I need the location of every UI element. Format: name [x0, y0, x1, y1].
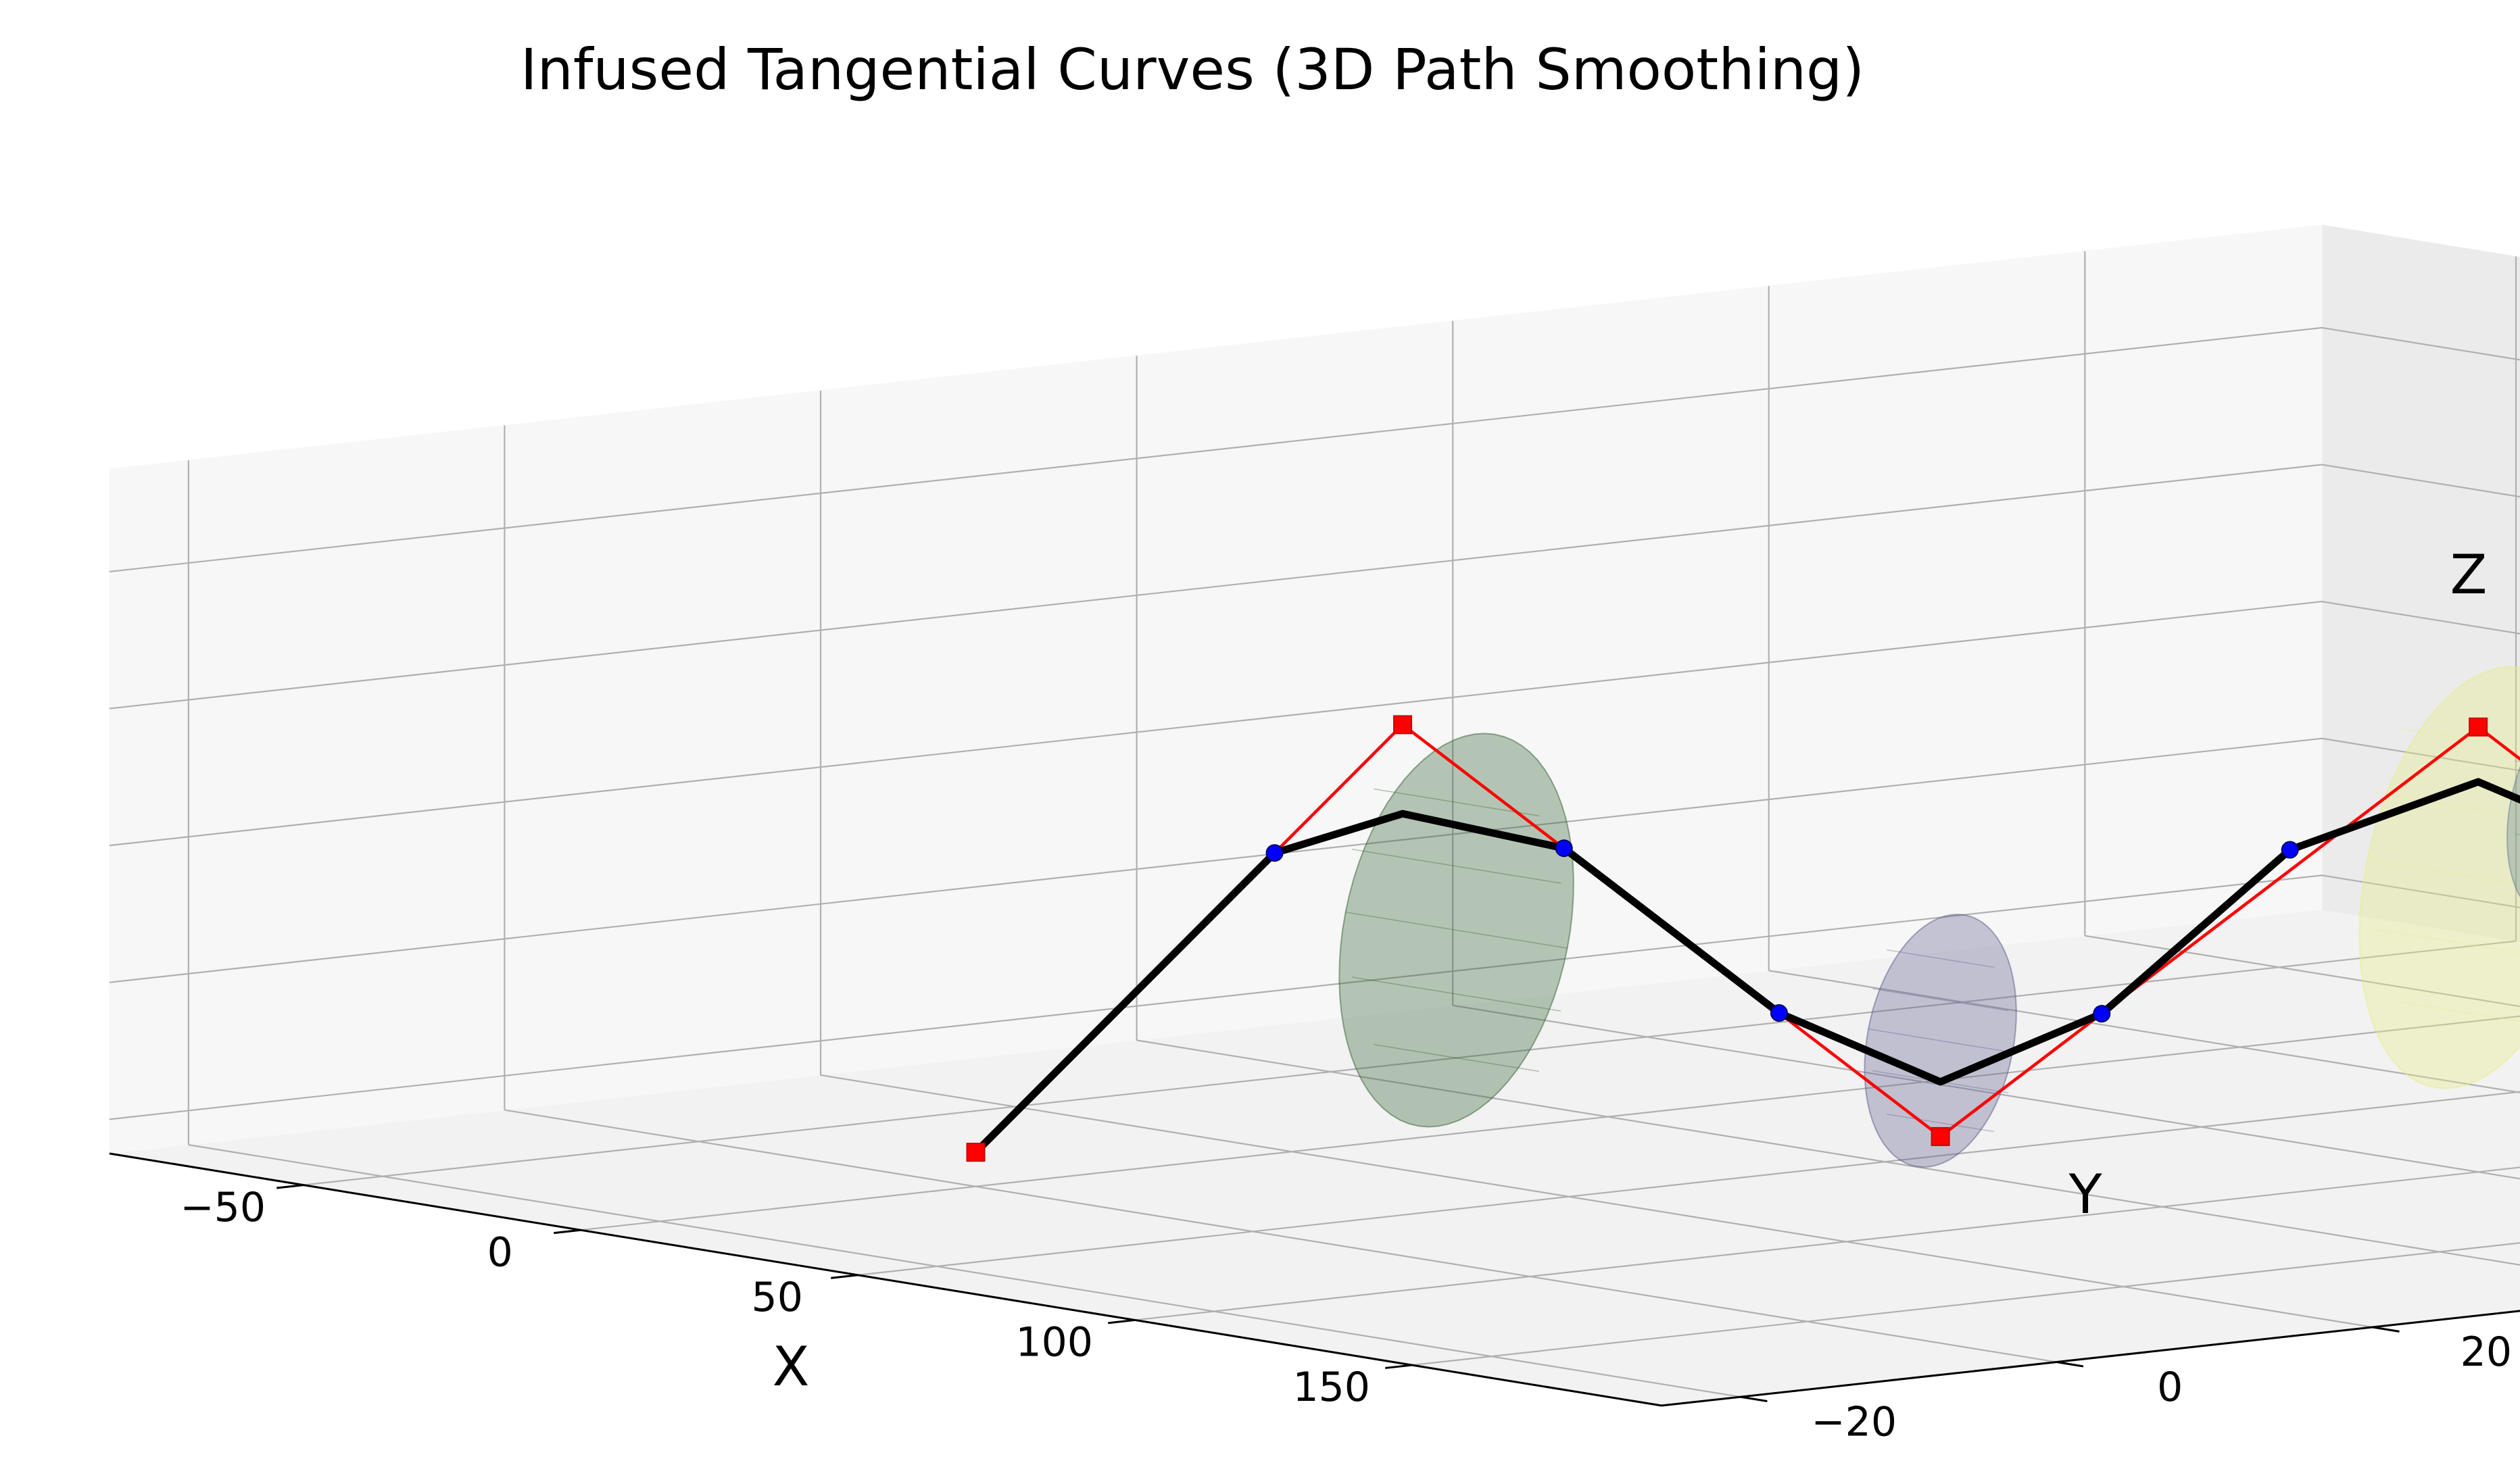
y-grid-floor: [2085, 935, 2520, 1008]
waypoint-marker: [2469, 717, 2488, 737]
axes-panes: [109, 224, 2520, 1406]
y-axis-label: Y: [2068, 1163, 2103, 1226]
ellipsoid-2: [1864, 914, 2017, 1168]
z-axis-label: Z: [2450, 543, 2488, 606]
y-axis-line: [1661, 1310, 2520, 1407]
x-tick-label: 50: [752, 1274, 803, 1321]
x-axis-label: X: [773, 1335, 810, 1398]
ellipsoid-2-mesh: [1868, 1029, 2013, 1054]
x-grid-floor: [303, 940, 2517, 1186]
tangent-point-marker: [2281, 841, 2299, 859]
x-grid-floor: [1411, 1242, 2520, 1366]
z-grid-left: [109, 601, 2323, 847]
z-grid-left: [109, 326, 2323, 573]
z-grid-left: [109, 464, 2323, 710]
y-grid-floor: [188, 1144, 1741, 1398]
ellipsoid-3-mesh: [2373, 928, 2520, 954]
ellipsoid-2-mesh: [1887, 1113, 1995, 1133]
axis-lines: [109, 1152, 2520, 1407]
ellipsoid-3-mesh: [2395, 726, 2520, 748]
series-markers: [966, 715, 2488, 1162]
ellipsoid-1: [1338, 733, 1574, 1128]
x-grid-floor: [857, 1091, 2520, 1276]
waypoint-marker: [1393, 715, 1413, 735]
x-tick-mark: [276, 1184, 304, 1189]
x-axis-line: [109, 1152, 1662, 1407]
waypoint-marker: [966, 1143, 986, 1162]
y-tick-label: 0: [2157, 1364, 2183, 1411]
ellipsoid-3-mesh: [2373, 791, 2520, 817]
ellipsoid-3: [2358, 666, 2520, 1089]
ellipsoid-1-mesh: [1374, 1043, 1539, 1072]
ellipsoid-group: [1338, 666, 2520, 1168]
x-tick-label: 150: [1292, 1364, 1370, 1411]
x-tick-label: 0: [487, 1229, 513, 1276]
series-line-2: [972, 778, 2520, 1156]
y-tick-label: −20: [1811, 1398, 1897, 1445]
x-tick-mark: [1385, 1364, 1413, 1369]
ellipsoid-1-mesh: [1351, 976, 1561, 1012]
y-grid-floor: [1453, 1004, 2520, 1180]
y-tick-mark: [2056, 1361, 2084, 1368]
y-tick-mark: [1740, 1395, 1768, 1403]
ellipsoid-3-mesh: [2395, 1000, 2520, 1022]
ellipsoid-3-mesh: [2367, 859, 2520, 885]
tangent-point-marker: [1265, 844, 1284, 862]
y-tick-label: 20: [2461, 1329, 2512, 1376]
x-grid-floor: [1134, 1166, 2520, 1321]
ellipsoid-1-mesh: [1345, 912, 1568, 949]
waypoint-marker: [1931, 1126, 1950, 1146]
y-tick-mark: [2372, 1326, 2400, 1333]
y-grid-floor: [1768, 970, 2520, 1093]
x-tick-mark: [554, 1229, 581, 1235]
ellipsoid-1-mesh: [1374, 788, 1539, 816]
grid-lines: [109, 251, 2520, 1398]
tangent-point-marker: [2093, 1005, 2111, 1023]
x-tick-label: −50: [180, 1184, 266, 1231]
y-grid-floor: [820, 1074, 2373, 1329]
ellipsoid-2-mesh: [1887, 949, 1995, 968]
tangent-point-marker: [1770, 1004, 1788, 1022]
x-grid-floor: [580, 1015, 2520, 1231]
x-tick-mark: [831, 1274, 858, 1279]
z-grid-left: [109, 737, 2323, 983]
ellipsoid-1-mesh: [1351, 849, 1561, 884]
z-grid-left: [109, 874, 2323, 1120]
x-tick-label: 100: [1015, 1319, 1093, 1366]
tangent-point-marker: [1555, 839, 1573, 858]
ellipsoid-2-mesh: [1872, 988, 2009, 1012]
y-grid-floor: [504, 1109, 2057, 1363]
chart-title: Infused Tangential Curves (3D Path Smoot…: [520, 36, 1864, 103]
x-tick-mark: [1108, 1318, 1136, 1324]
